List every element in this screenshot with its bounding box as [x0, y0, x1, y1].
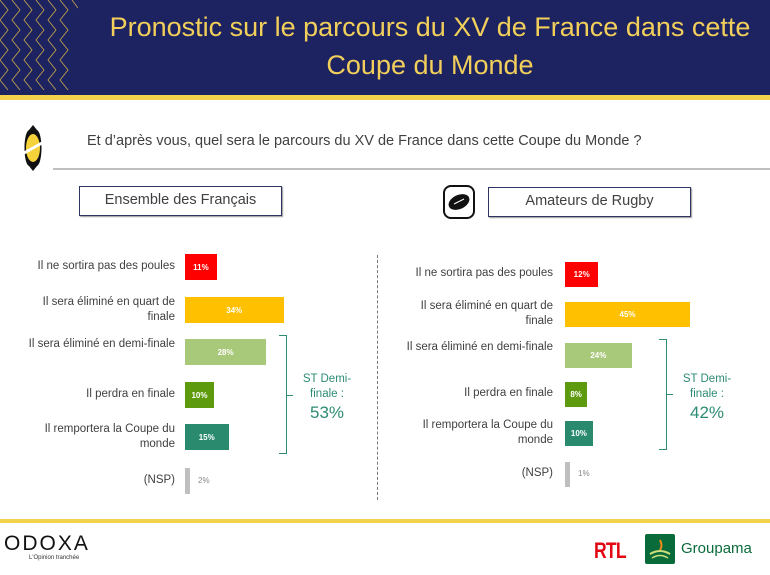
bar: 28% [185, 339, 267, 365]
value-label: 1% [578, 469, 590, 478]
subtotal-line-1: ST Demi- [682, 373, 732, 385]
subtotal-label: ST Demi-finale : 42% [672, 372, 742, 424]
category-label: Il ne sortira pas des poules [415, 267, 553, 279]
odoxa-question-icon [23, 125, 43, 171]
subtotal-value: 42% [689, 403, 725, 422]
value-label: 15% [198, 432, 215, 442]
value-label: 2% [198, 476, 210, 485]
subtotal-label: ST Demi-finale : 53% [292, 372, 362, 424]
value-label: 34% [226, 305, 243, 315]
bracket-tick [287, 394, 293, 396]
subtotal-value: 53% [309, 403, 345, 422]
category-label: Il ne sortira pas des poules [37, 260, 175, 272]
category-label: Il perdra en finale [464, 387, 553, 399]
subtotal-line-2: finale : [310, 388, 344, 400]
category-label: Il remportera la Coupe du monde [44, 423, 175, 450]
segment-title-ensemble: Ensemble des Français [79, 186, 282, 216]
bar [185, 468, 190, 494]
groupama-emblem-icon [645, 534, 675, 564]
title-line-1: Pronostic sur le parcours du XV de Franc… [109, 12, 751, 42]
bar: 10% [185, 382, 214, 408]
header-divider [0, 95, 770, 100]
value-label: 10% [191, 390, 208, 400]
odoxa-logo: ODOXA L'Opinion tranchée [4, 532, 90, 562]
category-label: (NSP) [143, 474, 175, 486]
bar: 15% [185, 424, 229, 450]
value-label: 24% [590, 350, 607, 360]
category-label: Il sera éliminé en demi-finale [406, 341, 553, 353]
category-label: Il sera éliminé en quart de finale [420, 300, 553, 327]
category-label: Il perdra en finale [86, 388, 175, 400]
odoxa-tagline: L'Opinion tranchée [29, 555, 80, 561]
panel-divider [377, 255, 378, 500]
value-label: 8% [570, 389, 582, 399]
category-label: Il remportera la Coupe du monde [422, 419, 553, 446]
groupama-wordmark: Groupama [681, 540, 752, 557]
chevron-pattern-decoration [0, 0, 78, 91]
bar: 24% [565, 342, 632, 368]
title-line-2: Coupe du Monde [326, 50, 534, 80]
bar: 12% [565, 261, 599, 287]
bracket-tick [667, 394, 673, 396]
bar: 34% [185, 297, 284, 323]
value-label: 12% [573, 269, 590, 279]
category-label: (NSP) [521, 467, 553, 479]
question-underline [53, 168, 770, 170]
category-label: Il sera éliminé en quart de finale [42, 296, 175, 323]
footer-divider [0, 519, 770, 523]
bar: 45% [565, 301, 691, 327]
rugby-ball-icon [443, 185, 475, 219]
subtotal-line-2: finale : [690, 388, 724, 400]
page-title: Pronostic sur le parcours du XV de Franc… [90, 8, 770, 84]
value-label: 10% [570, 428, 587, 438]
header-banner: Pronostic sur le parcours du XV de Franc… [0, 0, 770, 95]
bar [565, 461, 570, 487]
subtotal-bracket [659, 338, 667, 450]
value-label: 28% [217, 347, 234, 357]
value-label: 11% [193, 262, 209, 272]
survey-question: Et d’après vous, quel sera le parcours d… [87, 133, 642, 149]
category-label: Il sera éliminé en demi-finale [28, 338, 175, 350]
value-label: 45% [619, 309, 636, 319]
subtotal-line-1: ST Demi- [302, 373, 352, 385]
bar: 8% [565, 381, 588, 407]
bar: 10% [565, 420, 593, 446]
subtotal-bracket [279, 335, 287, 454]
bar: 11% [185, 254, 217, 280]
odoxa-wordmark: ODOXA [4, 532, 90, 555]
rtl-logo: RTL [594, 538, 627, 563]
segment-title-amateurs: Amateurs de Rugby [488, 187, 691, 217]
